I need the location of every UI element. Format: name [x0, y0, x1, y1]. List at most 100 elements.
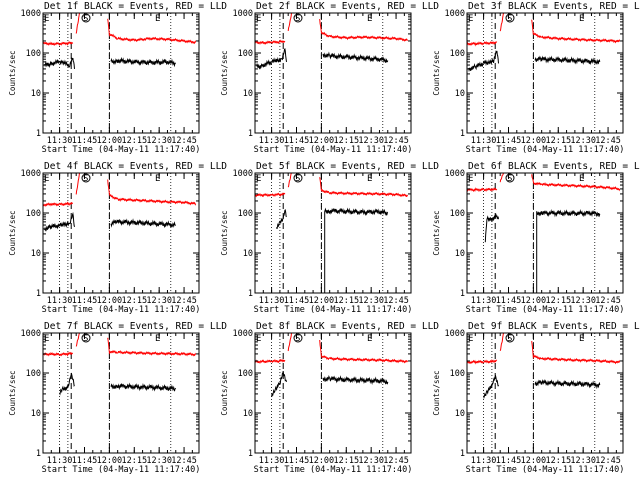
y-axis-title: Counts/sec	[432, 210, 441, 255]
x-tick-label: 11:45	[284, 136, 310, 146]
series-lld-segment-1	[499, 12, 531, 32]
event-marker-0: E	[468, 14, 473, 24]
series-lld-segment-2	[319, 18, 408, 42]
x-axis-title: Start Time (04-May-11 11:17:40)	[466, 145, 625, 155]
y-tick-label: 1	[248, 449, 253, 459]
series-lld-segment-1	[287, 12, 319, 31]
event-marker-circle	[505, 13, 515, 23]
y-tick-label: 1	[460, 449, 465, 459]
event-marker-1: S	[507, 174, 512, 184]
x-axis-title: Start Time (04-May-11 11:17:40)	[466, 305, 625, 315]
y-tick-label: 1	[248, 129, 253, 139]
x-tick-label: 12:00	[521, 456, 547, 466]
panel-7: Det 7f BLACK = Events, RED = LLD E S E 1 10 10…	[8, 321, 227, 475]
y-tick-label: 100	[238, 369, 253, 379]
panel-title: Det 1f BLACK = Events, RED = LLD	[44, 1, 227, 12]
series-lld-segment-0	[254, 358, 286, 365]
y-tick-label: 10	[243, 409, 253, 419]
plot-frame	[42, 12, 200, 134]
y-axis-title: Counts/sec	[8, 210, 17, 255]
x-tick-label: 12:15	[333, 136, 359, 146]
event-marker-1: S	[83, 174, 88, 184]
event-marker-2: E	[367, 14, 372, 24]
x-tick-label: 12:30	[358, 296, 384, 306]
x-tick-label: 11:45	[496, 456, 522, 466]
series-lld-segment-0	[254, 39, 286, 45]
y-tick-label: 10	[455, 249, 465, 259]
event-marker-0: E	[468, 174, 473, 184]
plot-frame	[42, 332, 200, 454]
panel-3: Det 3f BLACK = Events, RED = LLD E S E 1 10 10…	[432, 1, 640, 155]
y-tick-label: 1	[36, 129, 41, 139]
event-marker-2: E	[367, 334, 372, 344]
event-marker-1: S	[295, 174, 300, 184]
y-tick-label: 10	[455, 89, 465, 99]
y-tick-label: 1	[36, 289, 41, 299]
y-tick-label: 1000	[445, 9, 465, 19]
series-lld-segment-0	[254, 192, 286, 198]
panel-title: Det 3f BLACK = Events, RED = LLD	[468, 1, 640, 12]
y-axis-title: Counts/sec	[432, 50, 441, 95]
event-marker-circle	[505, 333, 515, 343]
series-lld-segment-0	[42, 201, 74, 207]
x-tick-label: 12:00	[309, 296, 335, 306]
y-tick-label: 100	[450, 369, 465, 379]
y-tick-label: 10	[243, 249, 253, 259]
x-tick-label: 11:30	[471, 296, 497, 306]
event-marker-0: E	[44, 14, 49, 24]
x-tick-label: 11:45	[496, 296, 522, 306]
series-events-segment-1	[110, 382, 177, 392]
x-tick-label: 12:15	[121, 136, 147, 146]
x-tick-label: 12:45	[383, 296, 409, 306]
series-lld-segment-1	[499, 332, 531, 351]
x-tick-label: 12:45	[171, 136, 197, 146]
y-tick-label: 100	[238, 49, 253, 59]
plot-frame	[466, 332, 624, 454]
y-tick-label: 10	[31, 249, 41, 259]
event-marker-2: E	[579, 334, 584, 344]
y-tick-label: 100	[26, 209, 41, 219]
plot-frame	[466, 12, 624, 134]
x-axis-title: Start Time (04-May-11 11:17:40)	[254, 145, 413, 155]
x-tick-label: 12:15	[121, 296, 147, 306]
event-marker-1: S	[295, 14, 300, 24]
event-marker-circle	[293, 13, 303, 23]
event-marker-circle	[81, 173, 91, 183]
x-axis-title: Start Time (04-May-11 11:17:40)	[466, 465, 625, 475]
event-marker-1: S	[83, 14, 88, 24]
series-lld-segment-2	[531, 19, 621, 44]
x-tick-label: 12:45	[595, 296, 621, 306]
series-events-segment-1	[110, 218, 177, 229]
x-tick-label: 12:45	[171, 296, 197, 306]
event-marker-circle	[293, 333, 303, 343]
panel-4: Det 4f BLACK = Events, RED = LLD E S E 1 10 10…	[8, 161, 227, 315]
x-tick-label: 12:00	[309, 456, 335, 466]
y-tick-label: 1	[36, 449, 41, 459]
panel-title: Det 2f BLACK = Events, RED = LLD	[256, 1, 439, 12]
series-lld-segment-2	[107, 337, 197, 357]
x-tick-label: 11:30	[47, 456, 73, 466]
panel-8: Det 8f BLACK = Events, RED = LLD E S E 1 10 10…	[220, 321, 439, 475]
series-lld-segment-1	[499, 172, 531, 183]
event-marker-0: E	[44, 334, 49, 344]
x-tick-label: 11:30	[259, 136, 285, 146]
panel-title: Det 6f BLACK = Events, RED = LLD	[468, 161, 640, 172]
event-marker-0: E	[256, 174, 261, 184]
series-events-segment-1	[534, 379, 601, 390]
panel-6: Det 6f BLACK = Events, RED = LLD E S E 1 10 10…	[432, 161, 640, 315]
series-lld-segment-1	[75, 12, 107, 34]
x-tick-label: 12:45	[595, 136, 621, 146]
panel-title: Det 7f BLACK = Events, RED = LLD	[44, 321, 227, 332]
panel-2: Det 2f BLACK = Events, RED = LLD E S E 1 10 10…	[220, 1, 439, 155]
x-axis-title: Start Time (04-May-11 11:17:40)	[254, 465, 413, 475]
y-tick-label: 1000	[233, 169, 253, 179]
x-tick-label: 11:30	[259, 456, 285, 466]
x-tick-label: 11:45	[72, 296, 98, 306]
series-lld-segment-2	[531, 341, 621, 365]
event-marker-0: E	[256, 334, 261, 344]
panel-1: Det 1f BLACK = Events, RED = LLD E S E 1 10 10…	[8, 1, 227, 155]
x-tick-label: 12:15	[121, 456, 147, 466]
x-axis-title: Start Time (04-May-11 11:17:40)	[42, 145, 201, 155]
event-marker-1: S	[507, 334, 512, 344]
series-events-segment-0	[468, 50, 499, 73]
